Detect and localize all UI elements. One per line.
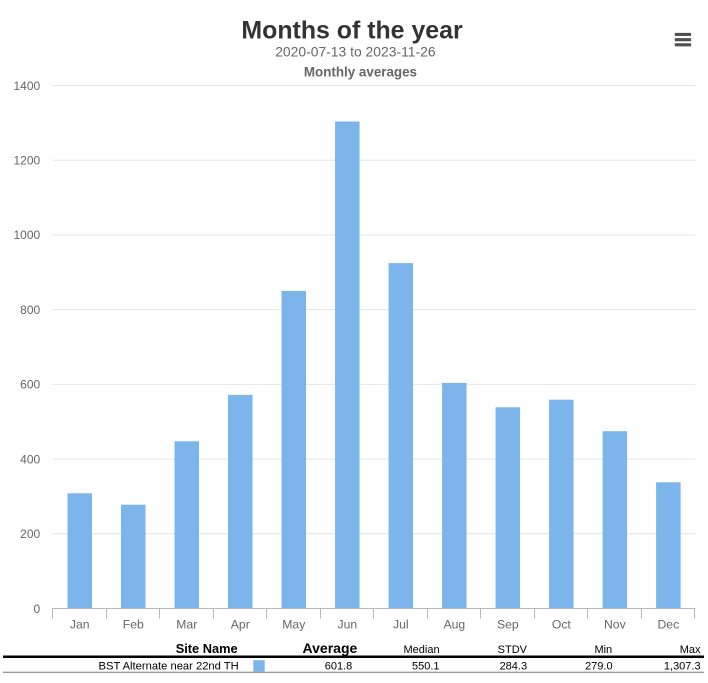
svg-text:2020-07-13 to 2023-11-26: 2020-07-13 to 2023-11-26: [275, 43, 436, 59]
svg-text:600: 600: [20, 378, 40, 392]
svg-text:800: 800: [20, 303, 40, 317]
svg-text:279.0: 279.0: [585, 661, 613, 673]
svg-text:Monthly averages: Monthly averages: [304, 64, 417, 79]
svg-text:1400: 1400: [13, 79, 40, 93]
svg-text:Max: Max: [680, 644, 701, 656]
svg-text:Dec: Dec: [658, 617, 680, 631]
svg-text:STDV: STDV: [498, 644, 528, 656]
svg-text:Site Name: Site Name: [176, 641, 238, 656]
svg-text:1000: 1000: [13, 228, 40, 242]
svg-text:1200: 1200: [13, 154, 40, 168]
svg-text:Aug: Aug: [443, 617, 465, 631]
svg-text:Apr: Apr: [231, 617, 250, 631]
svg-text:1,307.3: 1,307.3: [664, 661, 701, 673]
svg-text:Median: Median: [404, 644, 440, 656]
svg-text:Nov: Nov: [604, 617, 627, 631]
svg-text:601.8: 601.8: [325, 661, 353, 673]
svg-text:550.1: 550.1: [412, 661, 440, 673]
svg-text:Oct: Oct: [552, 617, 572, 631]
svg-text:400: 400: [20, 452, 40, 466]
svg-text:Min: Min: [594, 644, 612, 656]
svg-text:BST Alternate near 22nd TH: BST Alternate near 22nd TH: [99, 661, 239, 673]
svg-text:Sep: Sep: [497, 617, 519, 631]
svg-text:Months of the year: Months of the year: [241, 16, 463, 44]
svg-text:Feb: Feb: [123, 617, 144, 631]
svg-text:Average: Average: [303, 640, 358, 656]
svg-text:Jul: Jul: [393, 617, 409, 631]
svg-text:Jan: Jan: [70, 617, 90, 631]
svg-text:Mar: Mar: [176, 617, 197, 631]
svg-text:0: 0: [34, 602, 41, 616]
svg-text:May: May: [282, 617, 306, 631]
svg-text:200: 200: [20, 527, 40, 541]
svg-text:Jun: Jun: [337, 617, 357, 631]
svg-text:284.3: 284.3: [500, 661, 528, 673]
